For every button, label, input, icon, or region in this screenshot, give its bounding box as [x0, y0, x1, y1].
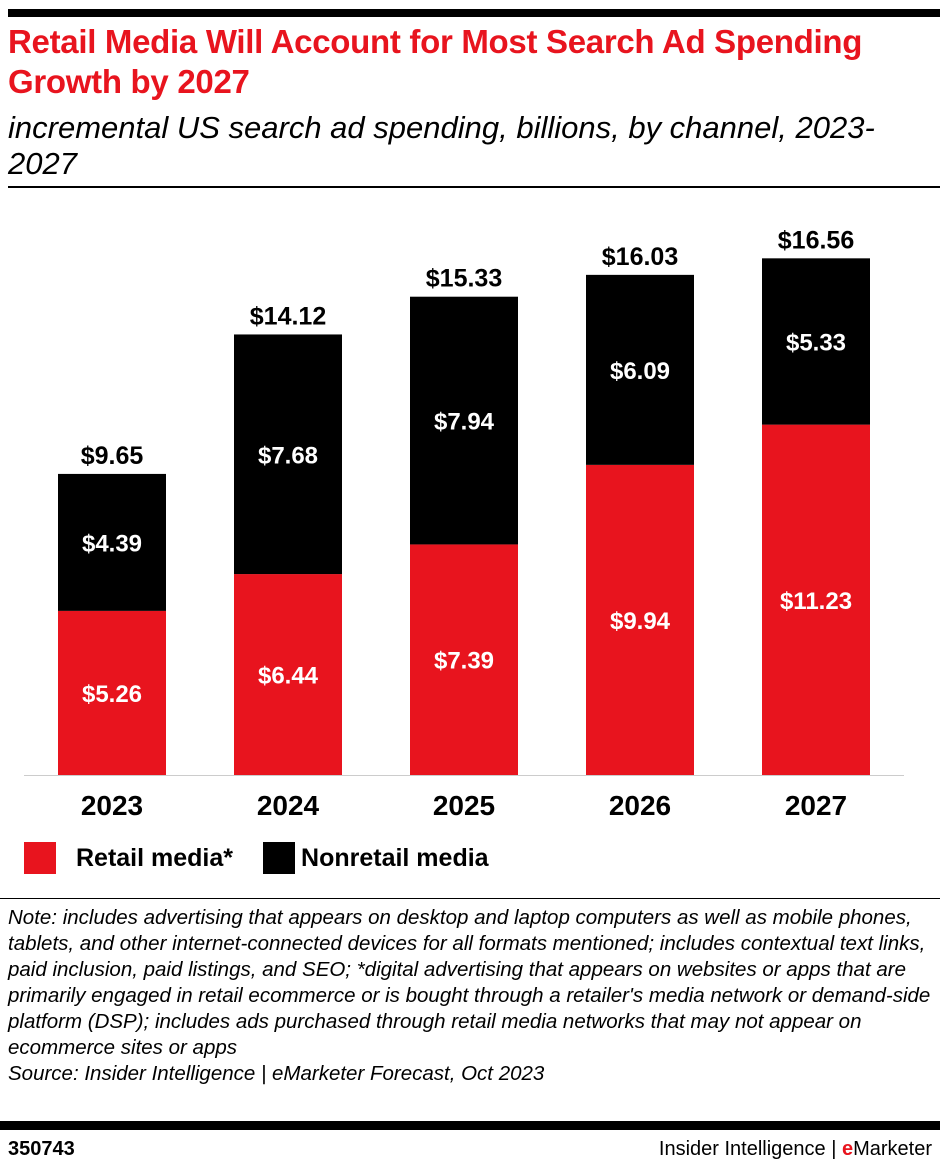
- legend: Retail media* Nonretail media: [24, 842, 493, 874]
- header-divider: [8, 186, 940, 188]
- bar-nonretail-2025: [410, 296, 518, 545]
- label-retail-2025: $7.39: [434, 648, 494, 675]
- label-nonretail-2024: $7.68: [258, 442, 318, 469]
- bar-retail-2027: [762, 424, 870, 775]
- brand-e: e: [841, 1138, 854, 1160]
- legend-label-retail: Retail media*: [76, 843, 234, 872]
- bar-retail-2024: [234, 574, 342, 775]
- label-retail-2023: $5.26: [82, 681, 142, 708]
- x-tick-2026: 2026: [609, 790, 671, 821]
- label-retail-2027: $11.23: [780, 588, 852, 615]
- legend-swatch-nonretail: [263, 842, 296, 874]
- bar-retail-2025: [410, 544, 518, 775]
- bottom-rule: [0, 1121, 940, 1130]
- source-text: Source: Insider Intelligence | eMarketer…: [8, 1062, 545, 1085]
- brand-marketer: Marketer: [853, 1138, 932, 1160]
- legend-swatch-retail: [24, 842, 56, 874]
- label-nonretail-2027: $5.33: [786, 329, 846, 356]
- note-text: Note: includes advertising that appears …: [8, 906, 931, 1059]
- chart-subtitle: incremental US search ad spending, billi…: [8, 110, 875, 181]
- total-label-2023: $9.65: [81, 442, 144, 470]
- note-divider: [0, 898, 940, 899]
- label-retail-2026: $9.94: [610, 608, 671, 635]
- total-label-2026: $16.03: [602, 243, 678, 271]
- total-label-2024: $14.12: [250, 302, 326, 330]
- stacked-bar-chart: $5.26 $4.39 $9.65 2023 $6.44 $7.68 $14.12 2024 $…: [24, 226, 904, 821]
- bar-nonretail-2027: [762, 258, 870, 425]
- legend-label-nonretail: Nonretail media: [301, 843, 489, 872]
- label-nonretail-2026: $6.09: [610, 358, 670, 385]
- x-tick-2024: 2024: [257, 790, 320, 821]
- label-nonretail-2023: $4.39: [82, 530, 142, 557]
- x-tick-2025: 2025: [433, 790, 495, 821]
- x-tick-2027: 2027: [785, 790, 847, 821]
- bar-nonretail-2024: [234, 334, 342, 575]
- label-retail-2024: $6.44: [258, 663, 319, 690]
- note-block: Note: includes advertising that appears …: [8, 905, 933, 1087]
- bar-retail-2023: [58, 610, 166, 775]
- total-label-2025: $15.33: [426, 265, 502, 293]
- top-rule: [8, 9, 940, 17]
- brand-insider: Insider Intelligence |: [658, 1138, 842, 1160]
- total-label-2027: $16.56: [778, 226, 854, 254]
- x-tick-2023: 2023: [81, 790, 143, 821]
- brand-logo: Insider Intelligence | eMarketer: [659, 1138, 932, 1161]
- label-nonretail-2025: $7.94: [434, 409, 495, 436]
- legend-item-nonretail: Nonretail media: [263, 842, 489, 874]
- bar-nonretail-2023: [58, 473, 166, 611]
- chart-id: 350743: [8, 1138, 75, 1160]
- bar-nonretail-2026: [586, 274, 694, 465]
- bar-retail-2026: [586, 464, 694, 775]
- legend-item-retail: Retail media*: [24, 842, 259, 874]
- chart-title: Retail Media Will Account for Most Searc…: [8, 23, 863, 100]
